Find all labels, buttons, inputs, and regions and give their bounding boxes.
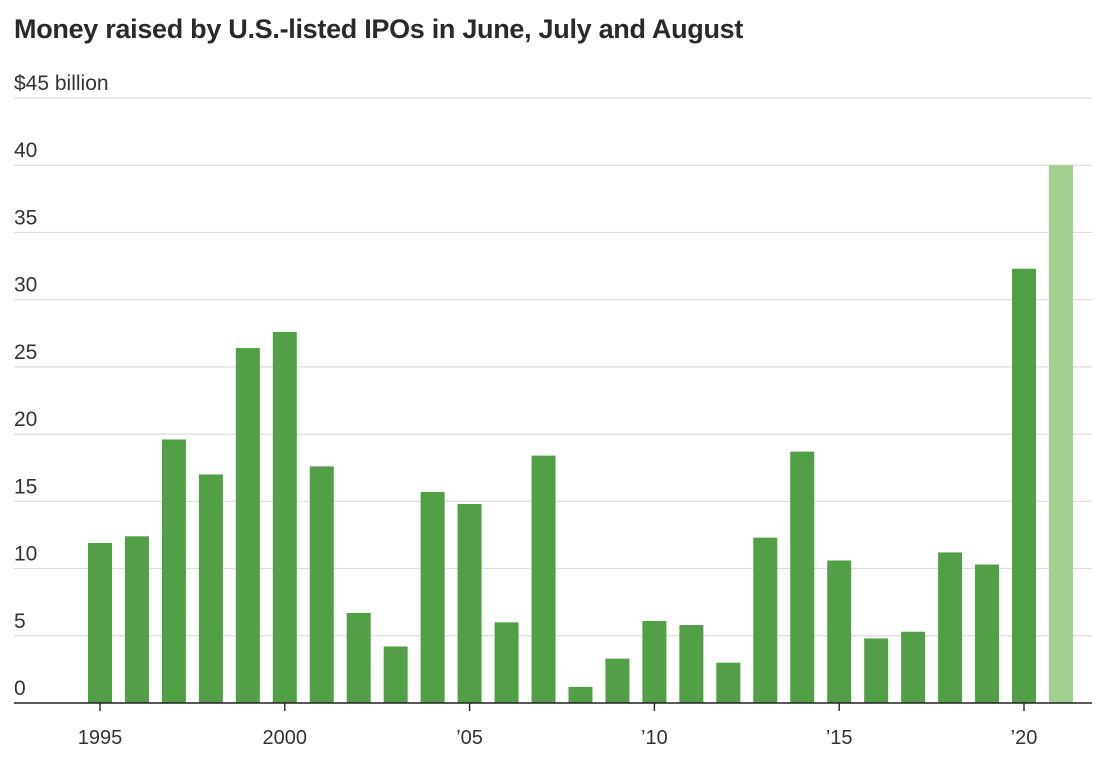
bar-2001: [309, 466, 334, 703]
y-tick-label: 30: [14, 274, 37, 297]
y-axis-labels: 0 5 10 15 20 25 30 35 40 $45 billion: [14, 72, 109, 700]
bar-2019: [975, 564, 1000, 703]
bar-1995: [88, 543, 112, 703]
y-tick-label: 35: [14, 206, 37, 229]
bar-2010: [642, 620, 667, 703]
y-tick-label: 25: [14, 341, 37, 364]
y-tick-label: 15: [14, 475, 37, 498]
bar-2021: [1048, 165, 1073, 703]
bars: [88, 165, 1073, 703]
y-tick-label: 20: [14, 408, 37, 431]
y-tick-label: 10: [14, 543, 37, 566]
x-tick-label: 1995: [78, 727, 123, 749]
x-tick-label: ’20: [1011, 727, 1038, 749]
y-tick-label: 40: [14, 139, 37, 162]
x-axis: [14, 702, 1092, 711]
x-tick-label: ’05: [456, 727, 483, 749]
bar-1999: [235, 348, 260, 703]
chart-title: Money raised by U.S.-listed IPOs in June…: [14, 14, 744, 44]
x-tick-label: ’15: [826, 727, 853, 749]
x-tick-label: ’10: [641, 727, 668, 749]
bar-2013: [753, 537, 778, 703]
bar-2005: [457, 504, 482, 703]
bar-2020: [1012, 268, 1036, 703]
y-tick-label: 5: [14, 610, 26, 633]
bar-1996: [124, 536, 149, 703]
bar-2000: [272, 331, 297, 703]
bar-2002: [346, 612, 371, 703]
bar-2014: [790, 451, 815, 703]
bar-2015: [827, 560, 852, 703]
bar-2011: [679, 625, 704, 703]
bar-1997: [161, 439, 186, 703]
bar-2007: [531, 455, 556, 703]
x-axis-labels: 1995 2000 ’05 ’10 ’15 ’20: [78, 727, 1038, 749]
bar-2017: [901, 631, 926, 703]
x-tick-label: 2000: [263, 727, 308, 749]
bar-2018: [938, 552, 963, 703]
bar-2006: [494, 622, 519, 703]
bar-2016: [864, 638, 889, 703]
bar-2009: [605, 658, 630, 703]
bar-2004: [420, 491, 445, 703]
y-tick-label: $45 billion: [14, 72, 109, 95]
bar-1998: [198, 474, 223, 703]
bar-2003: [383, 646, 408, 703]
y-tick-label: 0: [14, 677, 26, 700]
bar-2012: [716, 662, 741, 703]
bar-2008: [568, 686, 593, 703]
